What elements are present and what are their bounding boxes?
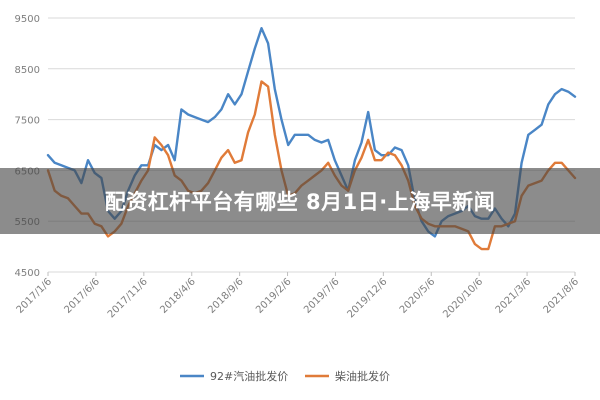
- x-tick-label: 2020/5/6: [398, 276, 438, 316]
- legend-label-0: 92#汽油批发价: [210, 369, 288, 383]
- x-tick-label: 2019/2/6: [254, 276, 294, 316]
- banner-text: 配资杠杆平台有哪些 8月1日·上海早新闻: [104, 190, 496, 214]
- x-tick-label: 2019/7/6: [302, 276, 342, 316]
- x-tick-label: 2018/9/6: [206, 276, 246, 316]
- x-axis-ticks: 2017/1/6 2017/6/6 2017/11/6 2018/4/6 2018/9/…: [15, 272, 582, 320]
- title-banner: 配资杠杆平台有哪些 8月1日·上海早新闻: [0, 168, 600, 234]
- x-tick-label: 2019/12/6: [345, 276, 389, 320]
- y-tick-label: 7500: [15, 116, 40, 127]
- x-tick-label: 2018/4/6: [158, 276, 198, 316]
- x-tick-label: 2021/3/6: [494, 276, 534, 316]
- legend-label-1: 柴油批发价: [335, 369, 390, 383]
- x-tick-label: 2017/11/6: [106, 276, 150, 320]
- y-tick-label: 4500: [15, 268, 40, 279]
- x-tick-label: 2017/1/6: [15, 276, 55, 316]
- y-tick-label: 8500: [15, 65, 40, 76]
- legend: 92#汽油批发价 柴油批发价: [180, 369, 390, 383]
- y-axis-ticks: 950085007500650055004500: [15, 14, 40, 279]
- x-tick-label: 2017/6/6: [62, 276, 102, 316]
- x-tick-label: 2021/8/6: [542, 276, 582, 316]
- y-tick-label: 9500: [15, 14, 40, 25]
- x-tick-label: 2020/10/6: [441, 276, 485, 320]
